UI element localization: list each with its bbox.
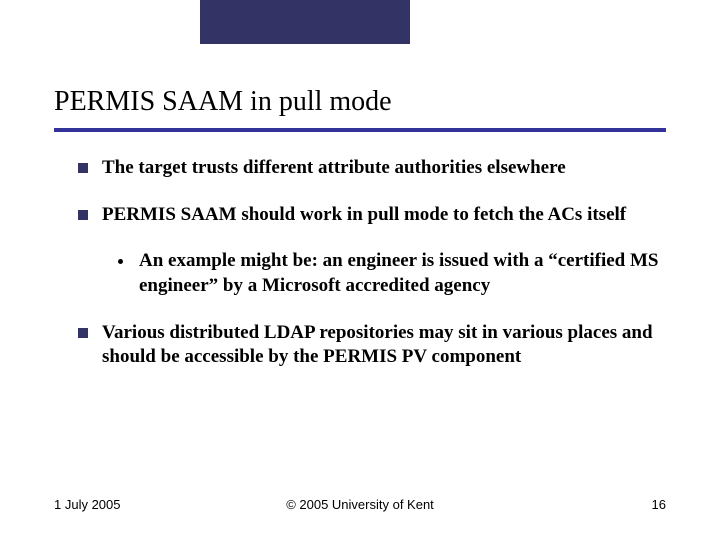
square-bullet-icon	[78, 210, 88, 220]
slide-body: The target trusts different attribute au…	[78, 156, 678, 392]
title-underline	[54, 128, 666, 132]
sub-bullet-text: An example might be: an engineer is issu…	[139, 249, 678, 298]
footer-page-number: 16	[652, 497, 666, 512]
slide-title: PERMIS SAAM in pull mode	[54, 86, 392, 118]
sub-bullet-item: An example might be: an engineer is issu…	[118, 249, 678, 298]
bullet-text: The target trusts different attribute au…	[102, 156, 566, 181]
footer-copyright: © 2005 University of Kent	[0, 497, 720, 512]
bullet-item: Various distributed LDAP repositories ma…	[78, 321, 678, 370]
bullet-item: The target trusts different attribute au…	[78, 156, 678, 181]
square-bullet-icon	[78, 328, 88, 338]
bullet-item: PERMIS SAAM should work in pull mode to …	[78, 203, 678, 228]
square-bullet-icon	[78, 163, 88, 173]
dot-bullet-icon	[118, 259, 123, 264]
bullet-text: PERMIS SAAM should work in pull mode to …	[102, 203, 626, 228]
top-accent-bar	[200, 0, 410, 44]
bullet-text: Various distributed LDAP repositories ma…	[102, 321, 678, 370]
